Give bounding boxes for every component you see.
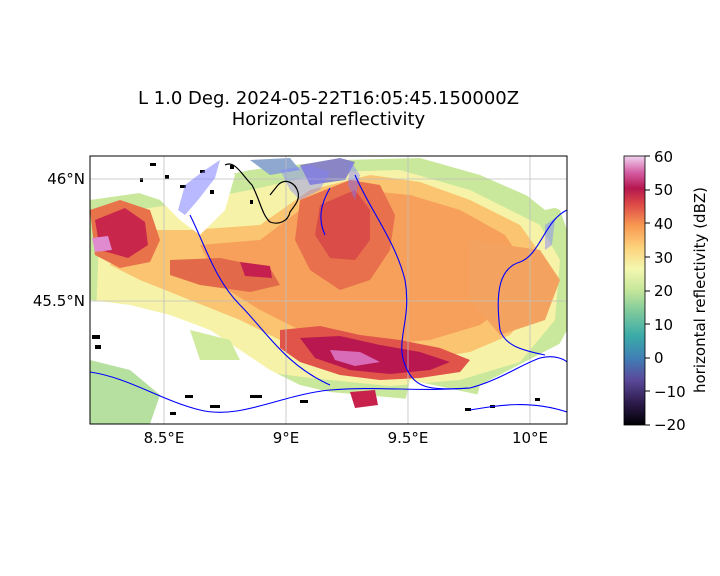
colorbar-label: horizontal reflectivity (dBZ)	[691, 187, 709, 393]
lat-tick-label: 45.5°N	[33, 292, 85, 310]
colorbar	[623, 155, 646, 426]
lake-garda	[545, 218, 555, 250]
figure-subtitle: Horizontal reflectivity	[231, 109, 426, 130]
lon-tick-label: 9.5°E	[388, 429, 429, 447]
colorbar-tick-label: 40	[654, 215, 673, 233]
colorbar-tick-label: 10	[654, 316, 673, 334]
rivers	[90, 174, 567, 413]
colorbar-tick-label: 0	[654, 349, 664, 367]
colorbar-tick-label: 60	[654, 148, 673, 166]
lon-tick-label: 8.5°E	[144, 429, 185, 447]
map-frame	[89, 155, 568, 425]
colorbar-tick-label: −10	[654, 383, 686, 401]
lon-tick-label: 10°E	[512, 429, 548, 447]
colorbar-tick-label: 50	[654, 181, 673, 199]
figure-title: L 1.0 Deg. 2024-05-22T16:05:45.150000Z	[137, 88, 520, 109]
reflectivity-field	[90, 156, 567, 424]
lat-tick-label: 46°N	[47, 170, 85, 188]
colorbar-ticks	[645, 155, 650, 426]
colorbar-tick-label: −20	[654, 416, 686, 434]
lake-maggiore	[178, 160, 220, 215]
lon-tick-label: 9°E	[273, 429, 300, 447]
lake-como	[280, 165, 330, 200]
lake-iseo	[348, 160, 360, 200]
gridlines	[90, 156, 567, 424]
national-border	[224, 163, 300, 224]
colorbar-tick-label: 20	[654, 282, 673, 300]
colorbar-tick-label: 30	[654, 249, 673, 267]
